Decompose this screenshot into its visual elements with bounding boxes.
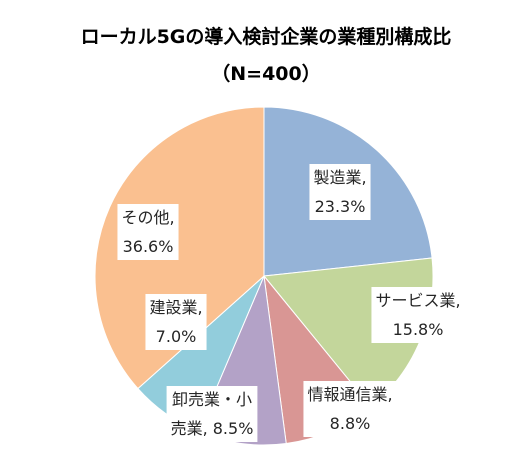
data-label-manufacturing: 製造業, 23.3% bbox=[309, 164, 371, 220]
pie-labels: 製造業, 23.3% サービス業, 15.8% 情報通信業, 8.8% 卸売業・小売業, 8… bbox=[117, 164, 465, 442]
data-label-line2: 8.8% bbox=[330, 414, 371, 433]
data-label-wholesale-retail: 卸売業・小売業, 8.5% bbox=[166, 386, 258, 442]
data-label-other: その他, 36.6% bbox=[117, 204, 179, 260]
data-label-line1: その他, bbox=[121, 208, 174, 227]
data-label-line2: 23.3% bbox=[315, 197, 366, 216]
data-label-box bbox=[309, 164, 371, 220]
data-label-line1: サービス業, bbox=[375, 291, 460, 310]
data-label-line2: 7.0% bbox=[156, 327, 197, 346]
data-label-line2: 15.8% bbox=[393, 320, 444, 339]
data-label-line1: 情報通信業, bbox=[307, 385, 392, 404]
data-label-construction: 建設業, 7.0% bbox=[145, 294, 207, 350]
data-label-line2: 36.6% bbox=[123, 237, 174, 256]
data-label-line2: 売業, 8.5% bbox=[171, 419, 254, 438]
data-label-services: サービス業, 15.8% bbox=[371, 287, 465, 343]
data-label-box bbox=[166, 386, 258, 442]
slice-other bbox=[94, 106, 265, 390]
data-label-line1: 卸売業・小 bbox=[172, 390, 252, 409]
data-label-line1: 製造業, bbox=[313, 168, 366, 187]
chart-subtitle: （N=400） bbox=[211, 62, 320, 85]
data-label-box bbox=[371, 287, 465, 343]
chart-title: ローカル5Gの導入検討企業の業種別構成比 bbox=[81, 25, 452, 48]
data-label-box bbox=[303, 381, 397, 437]
data-label-it-telecom: 情報通信業, 8.8% bbox=[303, 381, 397, 437]
data-label-box bbox=[145, 294, 207, 350]
data-label-line1: 建設業, bbox=[149, 298, 202, 317]
data-label-box bbox=[117, 204, 179, 260]
